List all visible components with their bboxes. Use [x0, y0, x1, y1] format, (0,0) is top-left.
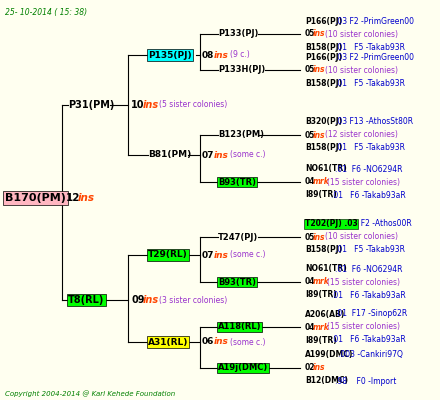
Text: P133(PJ): P133(PJ) [218, 30, 258, 38]
Text: .03 F2 -PrimGreen00: .03 F2 -PrimGreen00 [335, 52, 414, 62]
Text: .01  F6 -NO6294R: .01 F6 -NO6294R [335, 264, 402, 274]
Text: 05: 05 [305, 30, 315, 38]
Text: 12: 12 [66, 193, 81, 203]
Text: B158(PJ): B158(PJ) [305, 144, 342, 152]
Text: A206(AB): A206(AB) [305, 310, 345, 318]
Text: B158(PJ): B158(PJ) [305, 42, 342, 52]
Text: ins: ins [313, 130, 326, 140]
Text: 07: 07 [202, 150, 215, 160]
Text: 10: 10 [131, 100, 144, 110]
Text: ins: ins [313, 364, 326, 372]
Text: 07: 07 [202, 250, 215, 260]
Text: T8(RL): T8(RL) [68, 295, 104, 305]
Text: ins: ins [77, 193, 95, 203]
Text: 05: 05 [305, 130, 315, 140]
Text: F2 -Athos00R: F2 -Athos00R [356, 220, 412, 228]
Text: P166(PJ): P166(PJ) [305, 52, 342, 62]
Text: 04: 04 [305, 178, 315, 186]
Text: 06: 06 [202, 338, 214, 346]
Text: A199(DMC): A199(DMC) [305, 350, 353, 360]
Text: .003 -Cankiri97Q: .003 -Cankiri97Q [338, 350, 403, 360]
Text: .03 F13 -AthosSt80R: .03 F13 -AthosSt80R [335, 118, 413, 126]
Text: B170(PM): B170(PM) [5, 193, 66, 203]
Text: (some c.): (some c.) [230, 338, 266, 346]
Text: (9 c.): (9 c.) [230, 50, 250, 60]
Text: (some c.): (some c.) [230, 250, 266, 260]
Text: Copyright 2004-2014 @ Karl Kehede Foundation: Copyright 2004-2014 @ Karl Kehede Founda… [5, 390, 175, 397]
Text: .01   F5 -Takab93R: .01 F5 -Takab93R [335, 78, 405, 88]
Text: A19j(DMC): A19j(DMC) [218, 364, 268, 372]
Text: .98    F0 -Import: .98 F0 -Import [335, 376, 396, 386]
Text: .01   F6 -Takab93aR: .01 F6 -Takab93aR [331, 190, 406, 200]
Text: mrk: mrk [313, 278, 330, 286]
Text: (10 sister colonies): (10 sister colonies) [325, 66, 398, 74]
Text: .01   F5 -Takab93R: .01 F5 -Takab93R [335, 144, 405, 152]
Text: 09: 09 [131, 295, 144, 305]
Text: P31(PM): P31(PM) [68, 100, 114, 110]
Text: 02: 02 [305, 364, 315, 372]
Text: NO61(TR): NO61(TR) [305, 164, 347, 174]
Text: (5 sister colonies): (5 sister colonies) [159, 100, 227, 110]
Text: NO61(TR): NO61(TR) [305, 264, 347, 274]
Text: 04: 04 [305, 278, 315, 286]
Text: ins: ins [213, 50, 228, 60]
Text: B93(TR): B93(TR) [218, 278, 256, 286]
Text: P166(PJ): P166(PJ) [305, 16, 342, 26]
Text: B158(PJ): B158(PJ) [305, 246, 342, 254]
Text: ins: ins [213, 150, 228, 160]
Text: ins: ins [143, 100, 159, 110]
Text: mrk: mrk [313, 178, 330, 186]
Text: 05: 05 [305, 66, 315, 74]
Text: (some c.): (some c.) [230, 150, 266, 160]
Text: (12 sister colonies): (12 sister colonies) [325, 130, 398, 140]
Text: .03 F2 -PrimGreen00: .03 F2 -PrimGreen00 [335, 16, 414, 26]
Text: ins: ins [313, 30, 326, 38]
Text: .01  F17 -Sinop62R: .01 F17 -Sinop62R [335, 310, 407, 318]
Text: ins: ins [143, 295, 159, 305]
Text: 04: 04 [305, 322, 315, 332]
Text: 25- 10-2014 ( 15: 38): 25- 10-2014 ( 15: 38) [5, 8, 87, 17]
Text: .01  F6 -NO6294R: .01 F6 -NO6294R [335, 164, 402, 174]
Text: B158(PJ): B158(PJ) [305, 78, 342, 88]
Text: B81(PM): B81(PM) [148, 150, 191, 160]
Text: T202(PJ) .03: T202(PJ) .03 [305, 220, 358, 228]
Text: (10 sister colonies): (10 sister colonies) [325, 30, 398, 38]
Text: T29(RL): T29(RL) [148, 250, 188, 260]
Text: ins: ins [313, 232, 326, 242]
Text: .01   F5 -Takab93R: .01 F5 -Takab93R [335, 246, 405, 254]
Text: A118(RL): A118(RL) [218, 322, 261, 332]
Text: ins: ins [313, 66, 326, 74]
Text: I89(TR): I89(TR) [305, 290, 337, 300]
Text: 05: 05 [305, 232, 315, 242]
Text: .01   F5 -Takab93R: .01 F5 -Takab93R [335, 42, 405, 52]
Text: P135(PJ): P135(PJ) [148, 50, 192, 60]
Text: (15 sister colonies): (15 sister colonies) [327, 178, 400, 186]
Text: I89(TR): I89(TR) [305, 336, 337, 344]
Text: B123(PM): B123(PM) [218, 130, 264, 140]
Text: mrk: mrk [313, 322, 330, 332]
Text: (10 sister colonies): (10 sister colonies) [325, 232, 398, 242]
Text: .01   F6 -Takab93aR: .01 F6 -Takab93aR [331, 336, 406, 344]
Text: B12(DMC): B12(DMC) [305, 376, 348, 386]
Text: P133H(PJ): P133H(PJ) [218, 66, 265, 74]
Text: (3 sister colonies): (3 sister colonies) [159, 296, 227, 304]
Text: B320(PJ): B320(PJ) [305, 118, 342, 126]
Text: .01   F6 -Takab93aR: .01 F6 -Takab93aR [331, 290, 406, 300]
Text: ins: ins [213, 338, 228, 346]
Text: 08: 08 [202, 50, 214, 60]
Text: ins: ins [213, 250, 228, 260]
Text: B93(TR): B93(TR) [218, 178, 256, 186]
Text: I89(TR): I89(TR) [305, 190, 337, 200]
Text: A31(RL): A31(RL) [148, 338, 188, 346]
Text: (15 sister colonies): (15 sister colonies) [327, 278, 400, 286]
Text: (15 sister colonies): (15 sister colonies) [327, 322, 400, 332]
Text: T247(PJ): T247(PJ) [218, 232, 258, 242]
